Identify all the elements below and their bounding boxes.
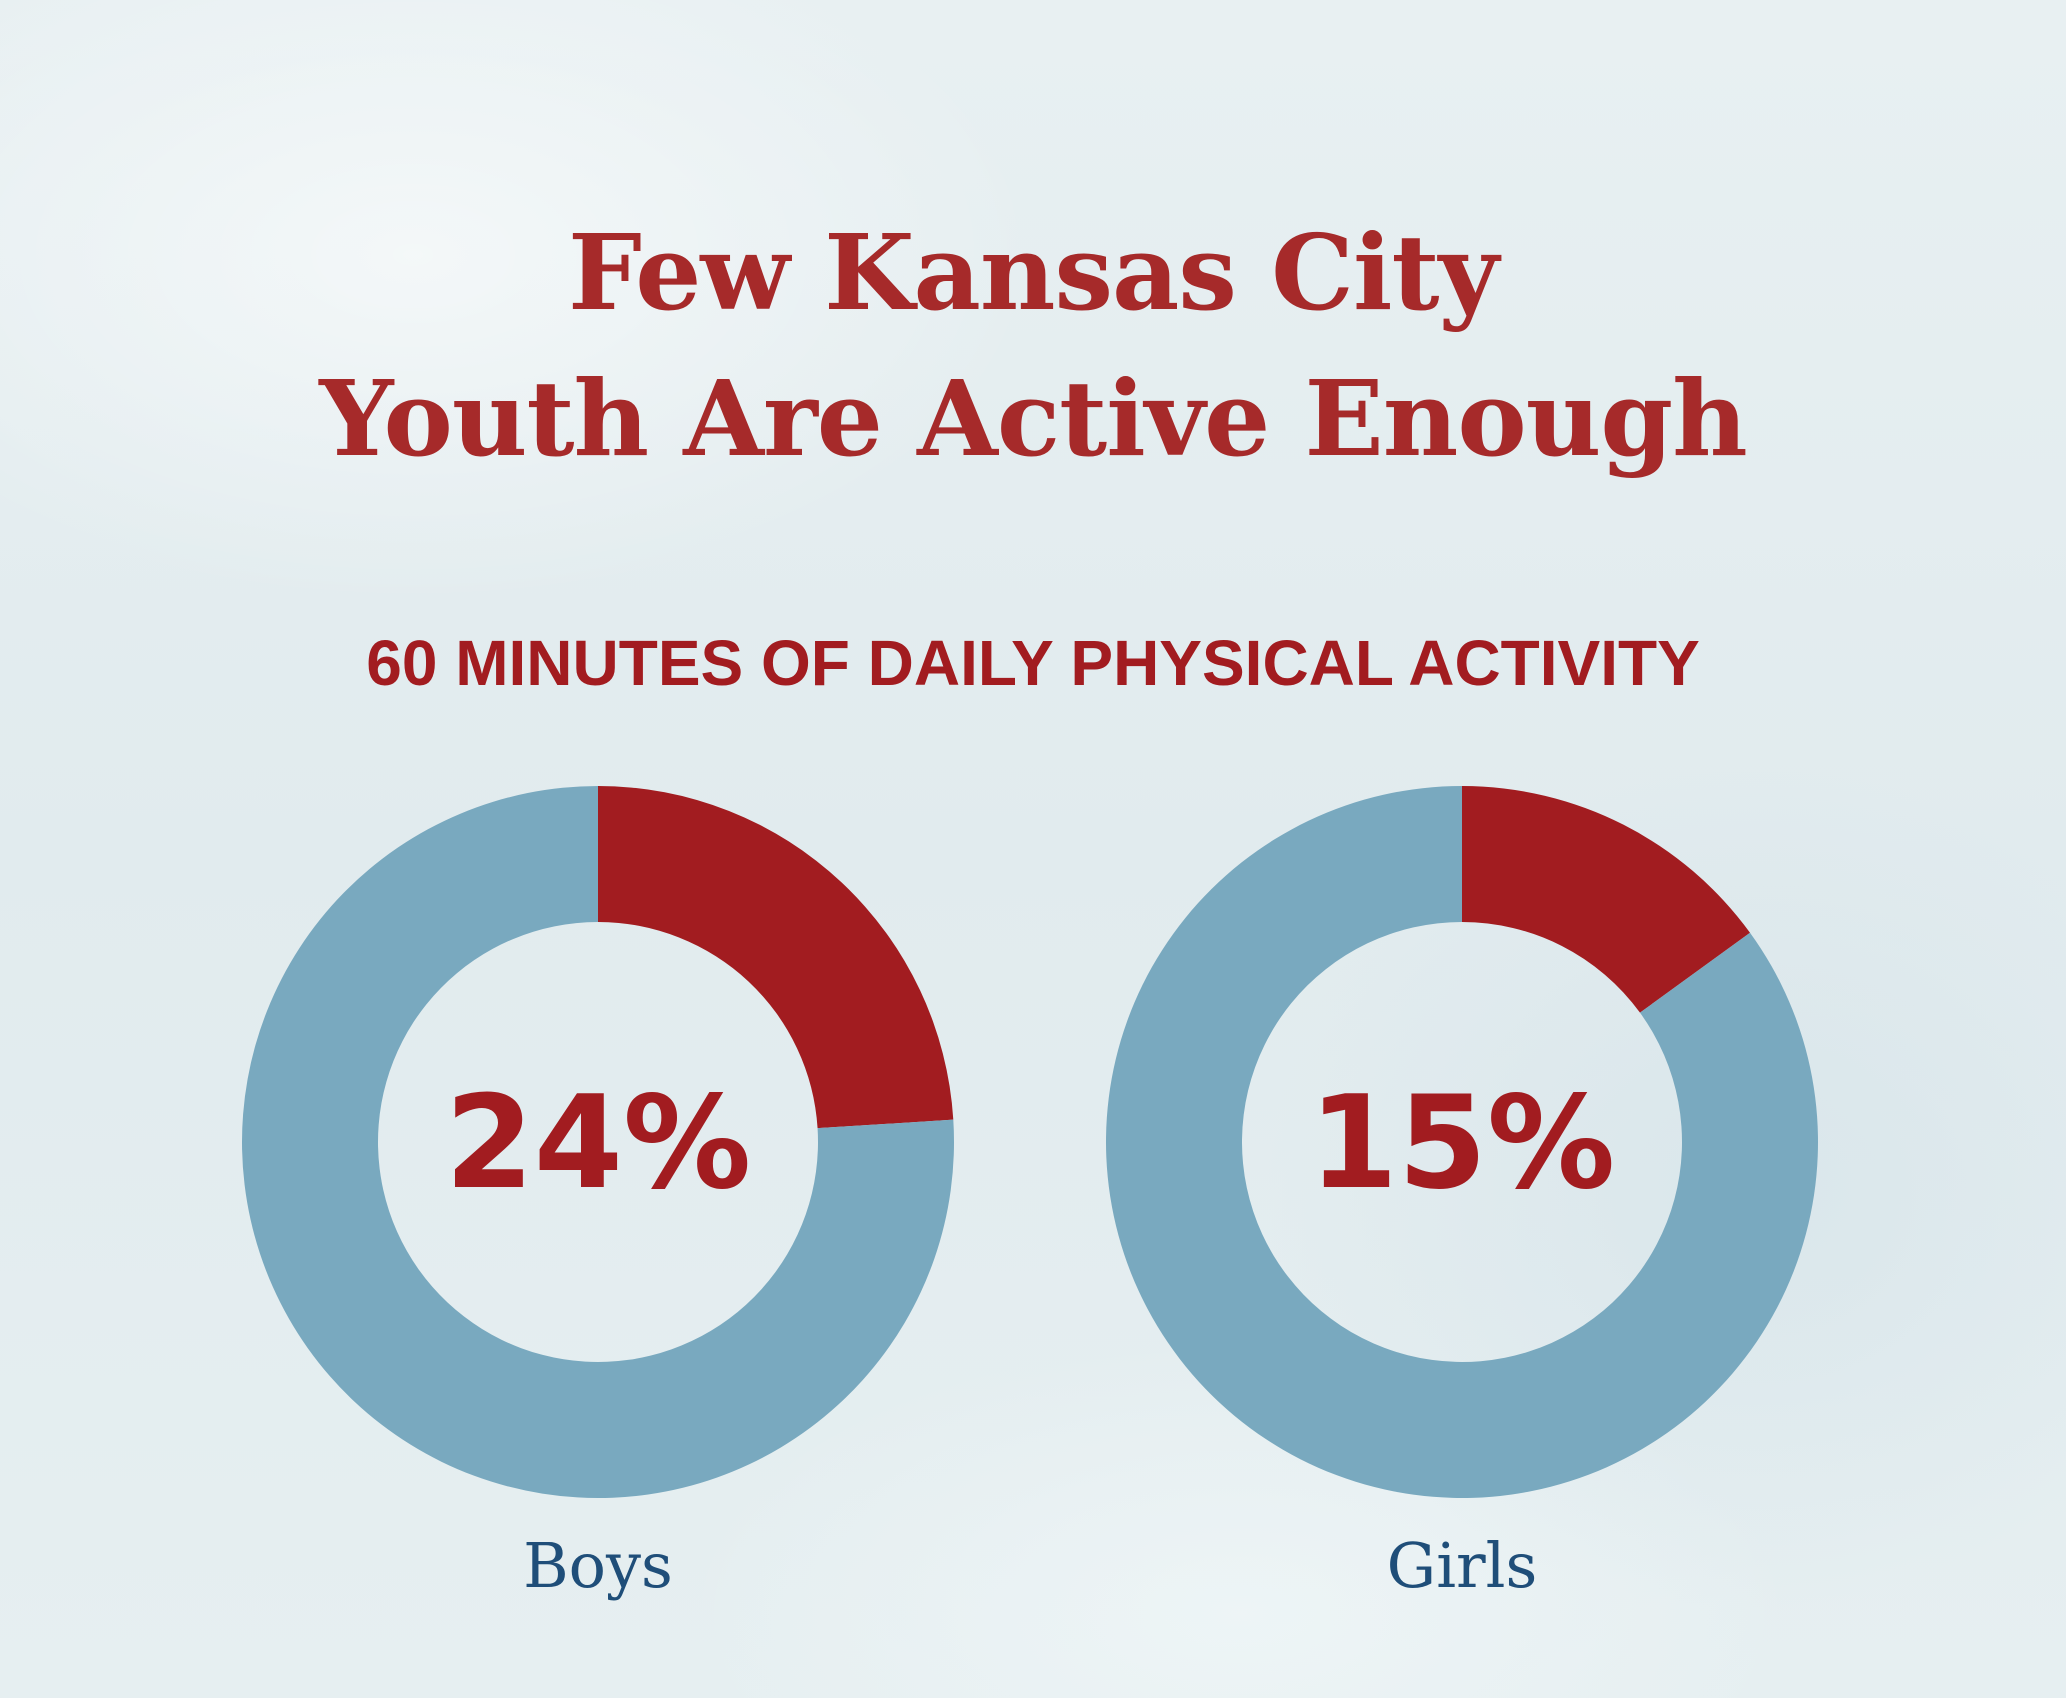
donut-category-label: Boys: [523, 1529, 673, 1602]
donut-value-label: 24%: [445, 1069, 751, 1218]
chart-subtitle: 60 MINUTES OF DAILY PHYSICAL ACTIVITY: [366, 627, 1700, 699]
donut-slice-active: [1462, 786, 1751, 1013]
donut-boys: 24% Boys: [241, 786, 954, 1602]
donut-girls: 15% Girls: [1106, 786, 1818, 1602]
title-line-1: Few Kansas City: [568, 211, 1499, 334]
donut-slice-remaining: [241, 786, 954, 1499]
donut-value-label: 15%: [1309, 1069, 1615, 1218]
donut-slice-remaining: [1106, 786, 1818, 1499]
title-line-2: Youth Are Active Enough: [319, 357, 1747, 480]
donut-category-label: Girls: [1387, 1529, 1538, 1602]
page-title: Few Kansas City Youth Are Active Enough: [0, 200, 2066, 492]
donut-slice-active: [598, 786, 954, 1129]
